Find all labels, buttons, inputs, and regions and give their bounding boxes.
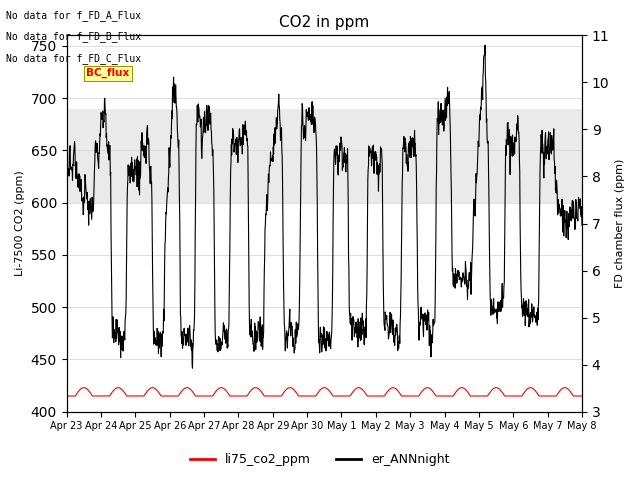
Y-axis label: Li-7500 CO2 (ppm): Li-7500 CO2 (ppm) (15, 170, 25, 276)
Legend: li75_co2_ppm, er_ANNnight: li75_co2_ppm, er_ANNnight (186, 448, 454, 471)
Text: No data for f_FD_C_Flux: No data for f_FD_C_Flux (6, 53, 141, 64)
Text: BC_flux: BC_flux (86, 68, 130, 78)
Title: CO2 in ppm: CO2 in ppm (279, 15, 369, 30)
Text: No data for f_FD_B_Flux: No data for f_FD_B_Flux (6, 31, 141, 42)
Text: No data for f_FD_A_Flux: No data for f_FD_A_Flux (6, 10, 141, 21)
Y-axis label: FD chamber flux (ppm): FD chamber flux (ppm) (615, 159, 625, 288)
Bar (67, 108, 582, 203)
